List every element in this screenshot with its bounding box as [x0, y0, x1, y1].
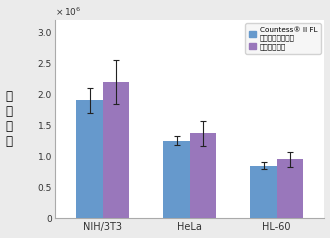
Bar — [250, 166, 277, 218]
Y-axis label: 细
胞
计
数: 细 胞 计 数 — [6, 90, 13, 148]
Bar — [77, 100, 103, 218]
Legend: Countess® II FL
全自动细胞计数仪, 血细胞计数仪: Countess® II FL 全自动细胞计数仪, 血细胞计数仪 — [245, 23, 321, 54]
Text: $\times\,10^6$: $\times\,10^6$ — [55, 5, 81, 18]
Bar — [103, 82, 129, 218]
Bar — [163, 141, 189, 218]
Bar — [277, 159, 303, 218]
Bar — [189, 133, 216, 218]
